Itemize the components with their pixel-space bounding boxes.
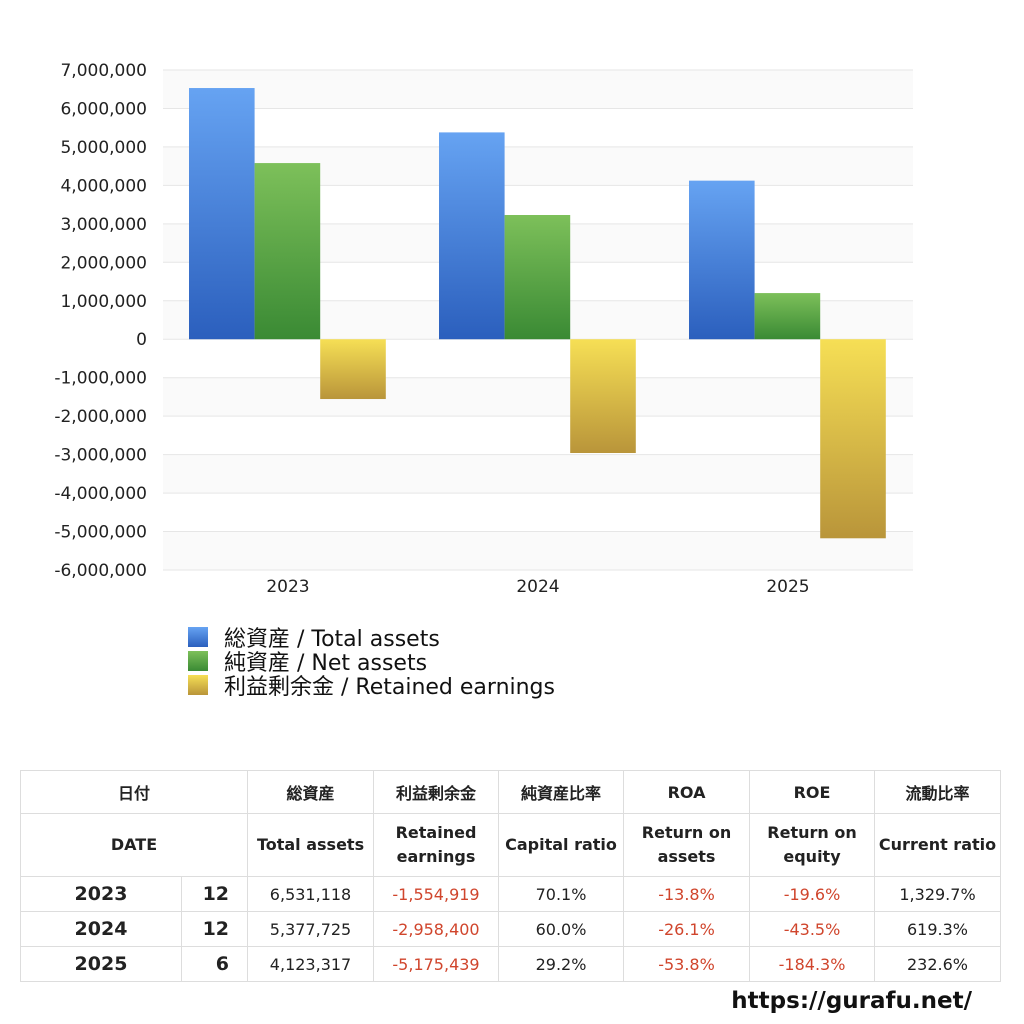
- legend-swatch-gold: [188, 675, 208, 695]
- legend-label: 総資産 / Total assets: [224, 627, 440, 652]
- grid-band: [163, 493, 913, 532]
- grid-band: [163, 70, 913, 109]
- cell-retained-earnings: -2,958,400: [373, 911, 500, 947]
- y-tick-label: -6,000,000: [54, 561, 147, 581]
- cell-current-ratio: 232.6%: [874, 946, 1002, 982]
- header-retained-earnings-en: Retained earnings: [373, 813, 500, 877]
- site-url: https://gurafu.net/: [731, 988, 972, 1014]
- header-roe-en: Return on equity: [749, 813, 876, 877]
- legend-item-total-assets: 総資産 / Total assets: [188, 625, 555, 652]
- header-total-assets-en: Total assets: [247, 813, 375, 877]
- header-current-ratio-en: Current ratio: [874, 813, 1002, 877]
- grid-band: [163, 416, 913, 455]
- bar-2025-total-assets: [689, 180, 755, 340]
- bar-2023-retained-earnings: [320, 339, 386, 400]
- cell-total-assets: 5,377,725: [247, 911, 375, 947]
- cell-roe: -19.6%: [749, 876, 876, 912]
- cell-total-assets: 6,531,118: [247, 876, 375, 912]
- cell-year: 2025: [20, 946, 182, 982]
- y-tick-label: 4,000,000: [60, 176, 147, 196]
- y-tick-label: -1,000,000: [54, 369, 147, 389]
- header-roa-en: Return on assets: [623, 813, 751, 877]
- header-retained-earnings-ja: 利益剰余金: [373, 770, 500, 814]
- cell-month: 12: [180, 911, 249, 947]
- header-roe: ROE: [749, 770, 876, 814]
- y-tick-label: -3,000,000: [54, 446, 147, 466]
- y-tick-label: 1,000,000: [60, 292, 147, 312]
- header-total-assets-ja: 総資産: [247, 770, 375, 814]
- legend-swatch-blue: [188, 627, 208, 647]
- bar-chart: 7,000,000 6,000,000 5,000,000 4,000,000 3,00…: [54, 61, 913, 597]
- y-tick-label: 7,000,000: [60, 61, 147, 81]
- legend-label: 純資産 / Net assets: [224, 651, 428, 676]
- legend-item-net-assets: 純資産 / Net assets: [188, 649, 555, 676]
- y-tick-label: 5,000,000: [60, 138, 147, 158]
- bar-2023-net-assets: [254, 163, 321, 340]
- cell-roa: -53.8%: [623, 946, 751, 982]
- table-row: 2025 6 4,123,317 -5,175,439 29.2% -53.8%…: [20, 946, 1002, 982]
- cell-total-assets: 4,123,317: [247, 946, 375, 982]
- grid-band: [163, 531, 913, 570]
- grid-band: [163, 339, 913, 378]
- y-tick-label: -2,000,000: [54, 407, 147, 427]
- x-tick-label: 2024: [516, 577, 559, 597]
- cell-roa: -26.1%: [623, 911, 751, 947]
- cell-capital-ratio: 29.2%: [498, 946, 625, 982]
- cell-year: 2024: [20, 911, 182, 947]
- bar-2024-retained-earnings: [570, 339, 636, 454]
- cell-current-ratio: 1,329.7%: [874, 876, 1002, 912]
- table-header-en: DATE Total assets Retained earnings Capi…: [19, 813, 1002, 877]
- header-capital-ratio-en: Capital ratio: [498, 813, 625, 877]
- y-tick-label: 3,000,000: [60, 215, 147, 235]
- cell-month: 12: [180, 876, 249, 912]
- header-roa: ROA: [623, 770, 751, 814]
- y-tick-label: -4,000,000: [54, 484, 147, 504]
- cell-year: 2023: [20, 876, 182, 912]
- y-tick-label: 2,000,000: [60, 253, 147, 273]
- header-date-en: DATE: [19, 813, 249, 877]
- grid-band: [163, 108, 913, 147]
- bar-2023-total-assets: [189, 88, 255, 340]
- cell-roe: -184.3%: [749, 946, 876, 982]
- y-tick-label: 0: [136, 330, 147, 350]
- cell-current-ratio: 619.3%: [874, 911, 1002, 947]
- cell-roa: -13.8%: [623, 876, 751, 912]
- legend-swatch-green: [188, 651, 208, 671]
- y-axis: 7,000,000 6,000,000 5,000,000 4,000,000 3,00…: [54, 61, 147, 581]
- bar-2025-retained-earnings: [820, 339, 886, 539]
- cell-capital-ratio: 60.0%: [498, 911, 625, 947]
- y-tick-label: -5,000,000: [54, 523, 147, 543]
- header-current-ratio-ja: 流動比率: [874, 770, 1002, 814]
- bars: [189, 88, 886, 539]
- cell-roe: -43.5%: [749, 911, 876, 947]
- cell-retained-earnings: -1,554,919: [373, 876, 500, 912]
- bar-2024-net-assets: [504, 215, 571, 340]
- x-axis: 2023 2024 2025: [266, 577, 809, 597]
- grid-band: [163, 377, 913, 417]
- legend-item-retained-earnings: 利益剰余金 / Retained earnings: [188, 673, 555, 700]
- header-capital-ratio-ja: 純資産比率: [498, 770, 625, 814]
- cell-retained-earnings: -5,175,439: [373, 946, 500, 982]
- legend: 総資産 / Total assets 純資産 / Net assets 利益剰余…: [188, 625, 555, 700]
- legend-label: 利益剰余金 / Retained earnings: [224, 675, 555, 700]
- financial-table: 日付 総資産 利益剰余金 純資産比率 ROA ROE 流動比率 DATE Tot…: [19, 770, 1002, 982]
- table-row: 2024 12 5,377,725 -2,958,400 60.0% -26.1…: [20, 911, 1002, 947]
- x-tick-label: 2025: [766, 577, 809, 597]
- table-header-ja: 日付 総資産 利益剰余金 純資産比率 ROA ROE 流動比率: [19, 770, 1002, 814]
- cell-capital-ratio: 70.1%: [498, 876, 625, 912]
- grid-band: [163, 454, 913, 494]
- x-tick-label: 2023: [266, 577, 309, 597]
- header-date-ja: 日付: [19, 770, 249, 814]
- bar-2025-net-assets: [754, 293, 821, 340]
- y-tick-label: 6,000,000: [60, 99, 147, 119]
- bar-2024-total-assets: [439, 132, 505, 340]
- cell-month: 6: [180, 946, 249, 982]
- table-row: 2023 12 6,531,118 -1,554,919 70.1% -13.8…: [20, 876, 1002, 912]
